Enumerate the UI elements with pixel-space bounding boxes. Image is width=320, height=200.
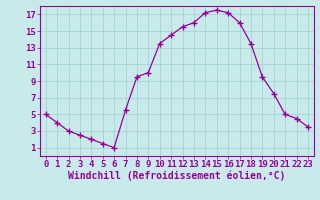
X-axis label: Windchill (Refroidissement éolien,°C): Windchill (Refroidissement éolien,°C) xyxy=(68,171,285,181)
